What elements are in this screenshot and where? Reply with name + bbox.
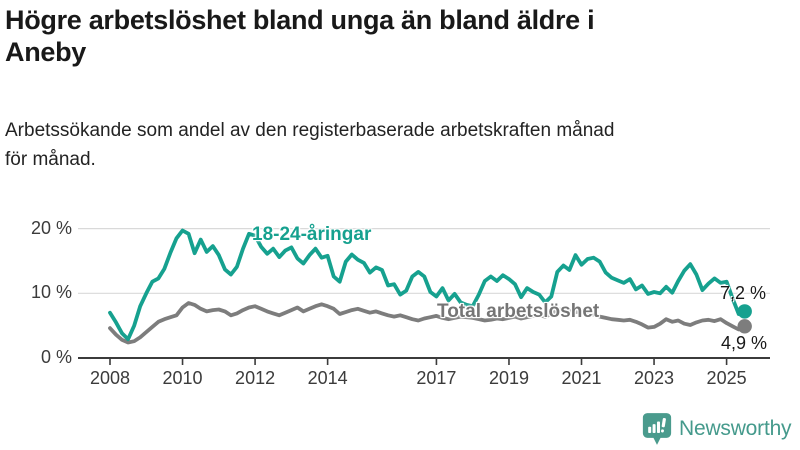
end-value-youth: 7,2 % [720,283,767,303]
end-value-total: 4,9 % [721,333,768,353]
subtitle-line-2: för månad. [5,149,96,171]
x-axis-label: 2023 [634,368,675,388]
chart-subtitle: Arbetssökande som andel av den registerb… [5,116,793,175]
series-label-youth: 18-24-åringar [252,224,372,245]
x-axis-label: 2012 [235,368,276,388]
series-label-total: Total arbetslöshet [437,301,600,322]
x-axis-label: 2017 [416,368,457,388]
y-axis-label: 20 % [30,217,72,238]
x-axis-label: 2025 [706,368,747,388]
newsworthy-logo[interactable]: Newsworthy [642,412,792,446]
subtitle-line-1: Arbetssökande som andel av den registerb… [5,120,615,141]
y-axis-label: 10 % [30,282,72,303]
brand-name: Newsworthy [679,417,792,440]
x-axis-label: 2008 [89,368,131,388]
title-line-2: Aneby [5,36,87,67]
x-axis-label: 2014 [307,368,348,388]
bar-chart-speech-bubble-icon [642,413,672,445]
title-line-1: Högre arbetslöshet bland unga än bland ä… [5,5,595,35]
x-axis-label: 2021 [561,368,602,388]
x-axis-label: 2019 [488,368,529,388]
y-axis-label: 0 % [40,347,72,367]
x-axis-label: 2010 [162,368,203,388]
page-title: Högre arbetslöshet bland unga än bland ä… [5,5,793,69]
